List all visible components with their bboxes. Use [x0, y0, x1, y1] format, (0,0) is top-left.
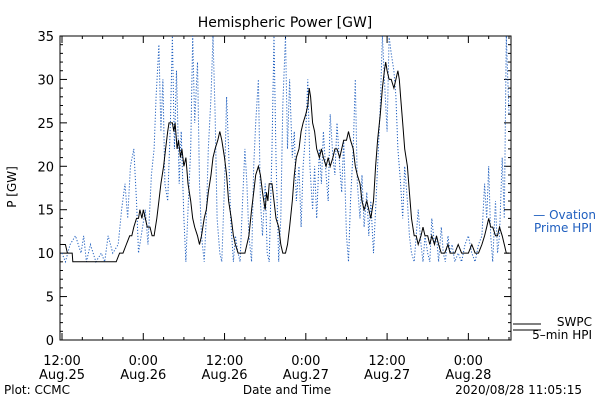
legend-swpc-line2: 5–min HPI [532, 328, 592, 342]
y-tick-label: 15 [37, 204, 54, 219]
series-layer [61, 35, 510, 264]
plot-frame [59, 35, 512, 341]
swpc-hpi-line [62, 62, 509, 263]
x-tick-date-label: Aug.27 [364, 368, 410, 383]
y-tick-label: 10 [37, 247, 54, 262]
y-tick-label: 5 [46, 291, 54, 306]
x-ticks: 12:00Aug.250:00Aug.2612:00Aug.260:00Aug.… [39, 36, 510, 383]
x-tick-date-label: Aug.27 [283, 368, 329, 383]
x-tick-date-label: Aug.28 [445, 368, 491, 383]
legend-swpc-line1: SWPC [557, 315, 592, 329]
y-tick-label: 25 [37, 117, 54, 132]
x-tick-time-label: 12:00 [368, 354, 405, 369]
y-tick-label: 20 [37, 160, 54, 175]
legend-ovation-line2: Prime HPI [534, 221, 592, 235]
x-tick-time-label: 0:00 [129, 354, 158, 369]
x-tick-time-label: 0:00 [291, 354, 320, 369]
x-tick-date-label: Aug.26 [120, 368, 166, 383]
y-tick-label: 35 [37, 30, 54, 45]
y-ticks: 0 5 10 15 20 25 30 35 [37, 30, 511, 349]
legend-ovation-line1: — Ovation [533, 208, 596, 222]
ovation-prime-hpi-line [61, 35, 510, 264]
x-tick-time-label: 0:00 [454, 354, 483, 369]
plot-credit: Plot: CCMC [4, 383, 70, 397]
x-tick-date-label: Aug.26 [202, 368, 248, 383]
chart-title: Hemispheric Power [GW] [198, 15, 373, 31]
x-tick-time-label: 12:00 [206, 354, 243, 369]
x-tick-date-label: Aug.25 [39, 368, 85, 383]
y-axis-label: P [GW] [5, 166, 19, 208]
x-axis-label: Date and Time [243, 383, 331, 397]
y-tick-label: 0 [46, 334, 54, 349]
plot-timestamp: 2020/08/28 11:05:15 [455, 383, 582, 397]
x-tick-time-label: 12:00 [43, 354, 80, 369]
y-tick-label: 30 [37, 73, 54, 88]
